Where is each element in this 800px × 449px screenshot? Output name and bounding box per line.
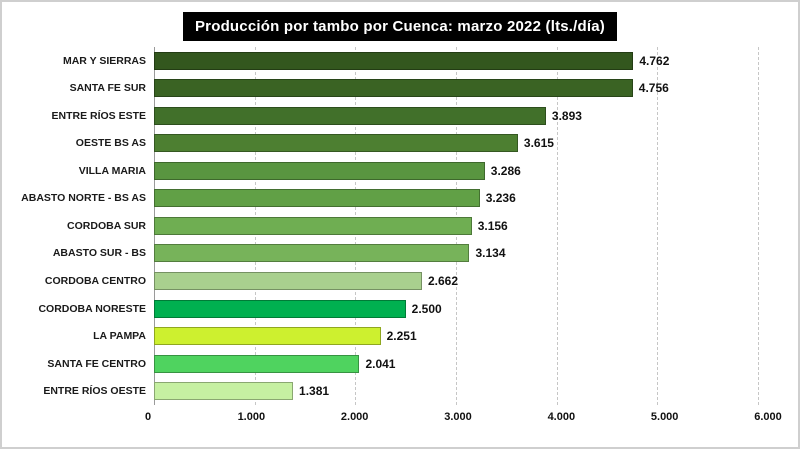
bar xyxy=(154,299,406,318)
bar-track: 2.662 xyxy=(154,272,758,291)
category-label: ABASTO SUR - BS xyxy=(52,247,146,260)
category-label: CORDOBA CENTRO xyxy=(44,275,146,288)
bar xyxy=(154,79,633,98)
bar-row: ABASTO NORTE - BS AS 3.236 xyxy=(8,185,788,213)
x-axis: 0 1.000 2.000 3.000 4.000 5.000 6.000 xyxy=(144,409,782,431)
plot-area: MAR Y SIERRAS 4.762 SANTA FE SUR 4.756 ENTRE… xyxy=(8,47,788,405)
x-tick-label: 4.000 xyxy=(547,411,576,423)
category-label: ABASTO NORTE - BS AS xyxy=(21,192,146,205)
x-tick-label: 6.000 xyxy=(754,411,782,423)
bar xyxy=(154,327,381,346)
bar-row: VILLA MARIA 3.286 xyxy=(8,157,788,185)
chart-title: Producción por tambo por Cuenca: marzo 2… xyxy=(182,12,618,41)
bar xyxy=(154,354,360,373)
value-label: 3.134 xyxy=(475,246,506,261)
category-label: CORDOBA NORESTE xyxy=(38,302,146,315)
bar xyxy=(154,382,294,401)
bar-track: 3.134 xyxy=(154,244,758,263)
bar-track: 4.762 xyxy=(154,51,758,70)
category-label: OESTE BS AS xyxy=(75,137,146,150)
x-tick-label: 1.000 xyxy=(237,411,266,423)
category-label: MAR Y SIERRAS xyxy=(62,54,146,67)
category-label: SANTA FE SUR xyxy=(69,82,146,95)
value-label: 4.756 xyxy=(638,81,669,96)
category-label: ENTRE RÍOS ESTE xyxy=(51,109,146,122)
bar-row: CORDOBA CENTRO 2.662 xyxy=(8,267,788,295)
bar-row: SANTA FE CENTRO 2.041 xyxy=(8,350,788,378)
bar xyxy=(154,272,422,291)
bar-row: OESTE BS AS 3.615 xyxy=(8,130,788,158)
value-label: 3.286 xyxy=(490,163,521,178)
category-label: SANTA FE CENTRO xyxy=(47,357,146,370)
category-label: CORDOBA SUR xyxy=(67,219,146,232)
bar-row: ENTRE RÍOS ESTE 3.893 xyxy=(8,102,788,130)
bar-track: 3.236 xyxy=(154,189,758,208)
bar-track: 2.041 xyxy=(154,354,758,373)
value-label: 2.041 xyxy=(365,356,396,371)
bar-row: CORDOBA SUR 3.156 xyxy=(8,212,788,240)
category-label: LA PAMPA xyxy=(93,330,146,343)
bar-row: CORDOBA NORESTE 2.500 xyxy=(8,295,788,323)
x-tick-label: 2.000 xyxy=(340,411,369,423)
value-label: 3.156 xyxy=(477,218,508,233)
value-label: 1.381 xyxy=(299,384,330,399)
value-label: 3.893 xyxy=(551,108,582,123)
value-label: 2.251 xyxy=(386,329,417,344)
bar xyxy=(154,161,485,180)
bar xyxy=(154,51,634,70)
bar-track: 3.156 xyxy=(154,216,758,235)
bar-row: ENTRE RÍOS OESTE 1.381 xyxy=(8,377,788,405)
value-label: 4.762 xyxy=(639,53,670,68)
bar-track: 3.893 xyxy=(154,106,758,125)
x-tick-label: 5.000 xyxy=(650,411,679,423)
x-tick-label: 3.000 xyxy=(444,411,472,423)
bar xyxy=(154,106,546,125)
bar xyxy=(154,244,470,263)
value-label: 2.662 xyxy=(427,274,458,289)
x-tick-label: 0 xyxy=(144,411,152,423)
bar-row: LA PAMPA 2.251 xyxy=(8,322,788,350)
category-label: VILLA MARIA xyxy=(78,164,146,177)
bar-rows: MAR Y SIERRAS 4.762 SANTA FE SUR 4.756 ENTRE… xyxy=(8,47,788,405)
bar-row: SANTA FE SUR 4.756 xyxy=(8,75,788,103)
value-label: 3.236 xyxy=(485,191,516,206)
bar xyxy=(154,216,472,235)
bar-track: 2.500 xyxy=(154,299,758,318)
value-label: 3.615 xyxy=(523,136,554,151)
category-label: ENTRE RÍOS OESTE xyxy=(43,385,146,398)
bar xyxy=(154,134,518,153)
bar-track: 4.756 xyxy=(154,79,758,98)
bar-row: MAR Y SIERRAS 4.762 xyxy=(8,47,788,75)
bar-row: ABASTO SUR - BS 3.134 xyxy=(8,240,788,268)
value-label: 2.500 xyxy=(411,301,442,316)
bar-track: 3.286 xyxy=(154,161,758,180)
bar-track: 2.251 xyxy=(154,327,758,346)
bar-track: 3.615 xyxy=(154,134,758,153)
bar-track: 1.381 xyxy=(154,382,758,401)
bar xyxy=(154,189,480,208)
